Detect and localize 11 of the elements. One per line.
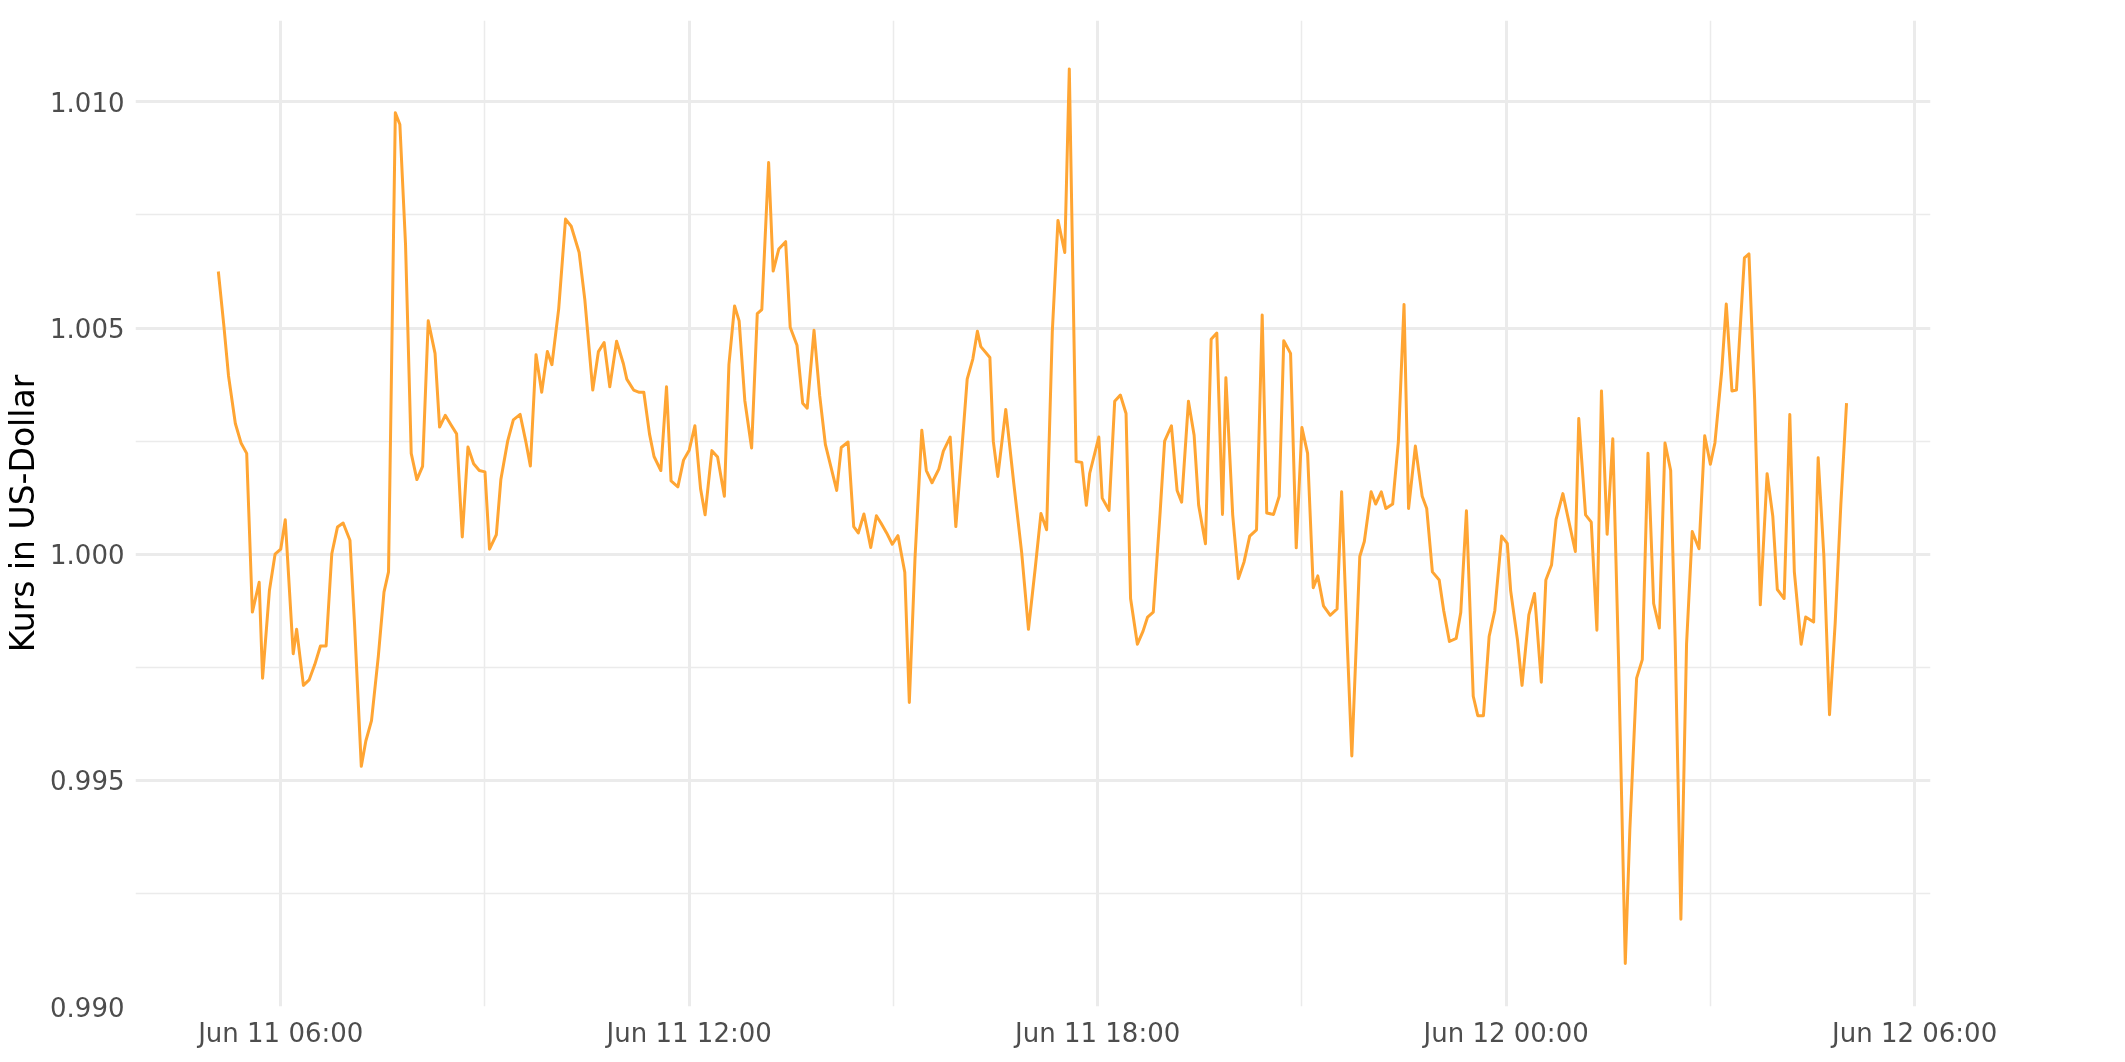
y-tick-label: 1.000 xyxy=(50,540,125,571)
x-tick-label: Jun 11 06:00 xyxy=(196,1017,364,1048)
x-tick-label: Jun 12 00:00 xyxy=(1421,1017,1589,1048)
x-tick-label: Jun 12 06:00 xyxy=(1830,1017,1998,1048)
y-tick-label: 0.990 xyxy=(50,992,125,1023)
y-tick-label: 1.005 xyxy=(50,314,125,345)
y-tick-label: 0.995 xyxy=(50,766,125,797)
y-axis-title: Kurs in US-Dollar xyxy=(3,374,43,653)
y-tick-label: 1.010 xyxy=(50,87,125,118)
x-tick-label: Jun 11 12:00 xyxy=(604,1017,772,1048)
x-tick-label: Jun 11 18:00 xyxy=(1013,1017,1181,1048)
